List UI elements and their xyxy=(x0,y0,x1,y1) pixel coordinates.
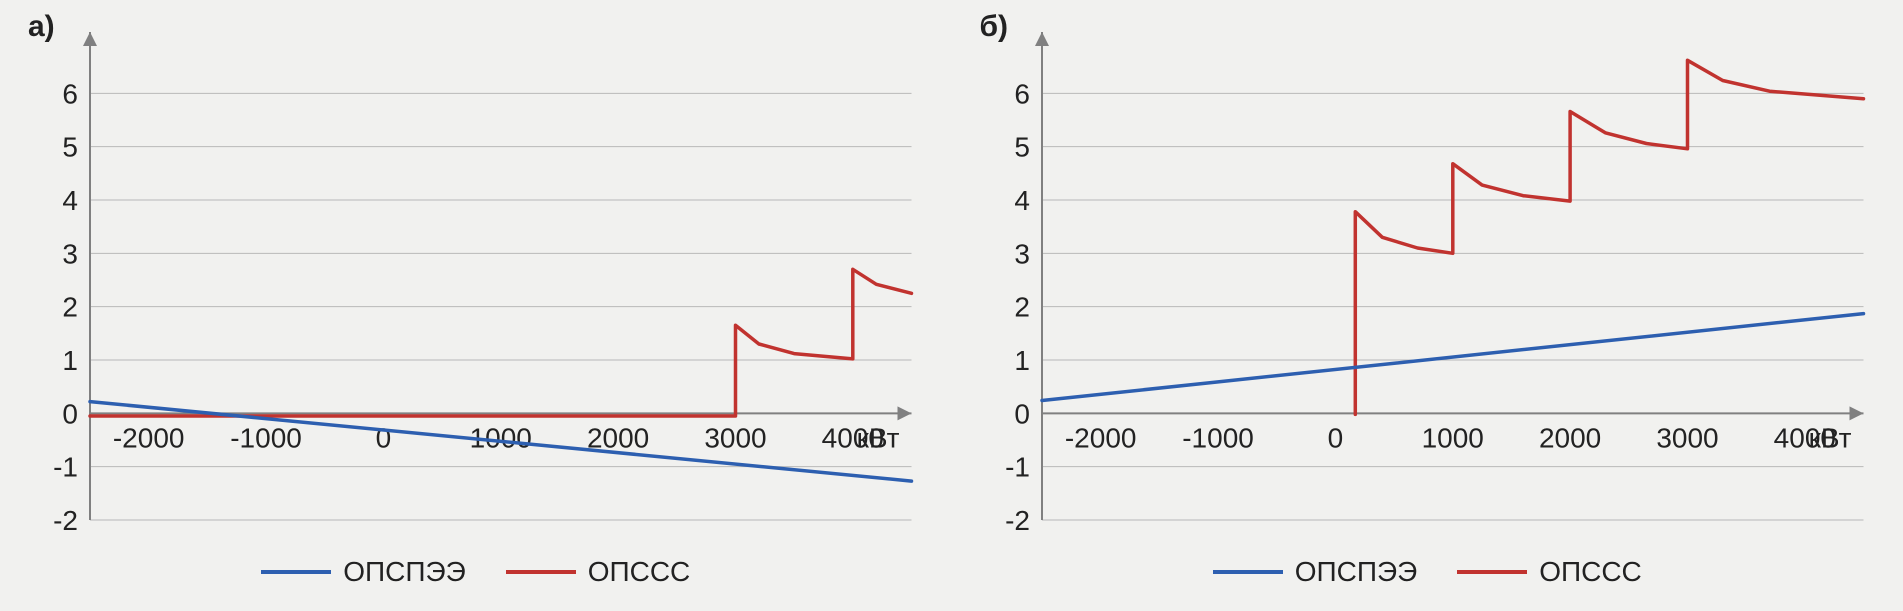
panel-label: а) xyxy=(28,10,55,44)
svg-text:-1000: -1000 xyxy=(1182,422,1254,453)
legend-swatch xyxy=(506,570,576,574)
svg-text:0: 0 xyxy=(376,422,392,453)
chart: -2-10123456-2000-100001000200030004000кВ… xyxy=(20,10,932,560)
legend-swatch xyxy=(1213,570,1283,574)
svg-text:-1: -1 xyxy=(53,452,78,483)
svg-text:4: 4 xyxy=(62,185,78,216)
svg-text:5: 5 xyxy=(1014,132,1030,163)
series-red xyxy=(1355,60,1863,414)
panel-label: б) xyxy=(980,10,1009,44)
svg-text:0: 0 xyxy=(1014,398,1030,429)
chart: -2-10123456-2000-100001000200030004000кВ… xyxy=(972,10,1884,560)
chart-panel: а)-2-10123456-2000-100001000200030004000… xyxy=(20,10,932,601)
svg-text:2000: 2000 xyxy=(1538,422,1600,453)
legend-label: ОПСПЭЭ xyxy=(343,556,466,588)
svg-text:2: 2 xyxy=(62,292,78,323)
svg-text:0: 0 xyxy=(62,398,78,429)
svg-text:-2000: -2000 xyxy=(113,422,185,453)
legend-label: ОПСПЭЭ xyxy=(1295,556,1418,588)
svg-text:3000: 3000 xyxy=(1656,422,1718,453)
legend-swatch xyxy=(261,570,331,574)
svg-text:1: 1 xyxy=(62,345,78,376)
svg-text:-1: -1 xyxy=(1005,452,1030,483)
legend-item: ОПСПЭЭ xyxy=(261,556,466,588)
svg-text:-2: -2 xyxy=(1005,505,1030,536)
svg-text:0: 0 xyxy=(1327,422,1343,453)
legend-label: ОПССС xyxy=(588,556,691,588)
legend-item: ОПСПЭЭ xyxy=(1213,556,1418,588)
svg-text:3000: 3000 xyxy=(704,422,766,453)
svg-text:1000: 1000 xyxy=(1421,422,1483,453)
svg-text:6: 6 xyxy=(62,78,78,109)
svg-text:3: 3 xyxy=(62,238,78,269)
svg-text:-2000: -2000 xyxy=(1064,422,1136,453)
svg-text:2000: 2000 xyxy=(587,422,649,453)
svg-text:5: 5 xyxy=(62,132,78,163)
legend-item: ОПССС xyxy=(1457,556,1642,588)
series-blue xyxy=(1042,314,1864,401)
svg-text:кВт: кВт xyxy=(1808,422,1851,453)
chart-panel: б)-2-10123456-2000-100001000200030004000… xyxy=(972,10,1884,601)
svg-text:6: 6 xyxy=(1014,78,1030,109)
series-red xyxy=(90,269,912,416)
legend: ОПСПЭЭ ОПССС xyxy=(20,556,932,588)
svg-text:-2: -2 xyxy=(53,505,78,536)
svg-text:3: 3 xyxy=(1014,238,1030,269)
legend: ОПСПЭЭ ОПССС xyxy=(972,556,1884,588)
svg-text:кВт: кВт xyxy=(857,422,900,453)
svg-text:2: 2 xyxy=(1014,292,1030,323)
svg-text:4: 4 xyxy=(1014,185,1030,216)
legend-swatch xyxy=(1457,570,1527,574)
svg-text:1: 1 xyxy=(1014,345,1030,376)
svg-text:-1000: -1000 xyxy=(230,422,302,453)
legend-label: ОПССС xyxy=(1539,556,1642,588)
legend-item: ОПССС xyxy=(506,556,691,588)
